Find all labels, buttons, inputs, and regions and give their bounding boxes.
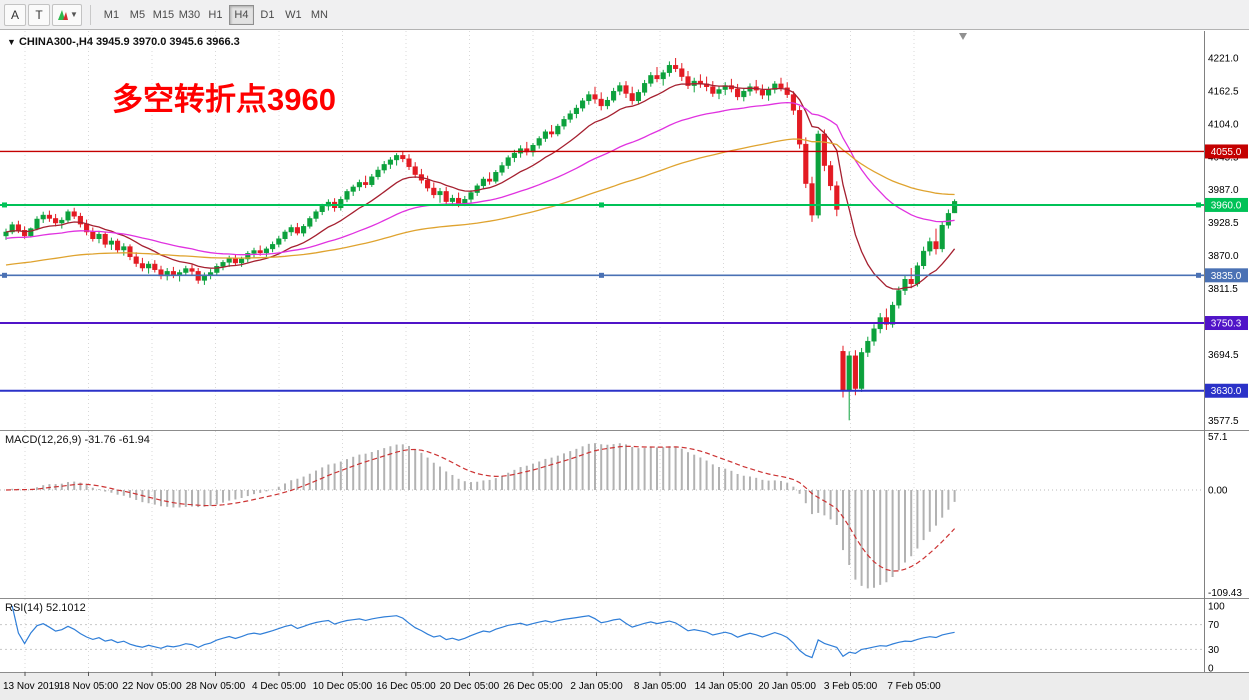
timeframe-button-h1[interactable]: H1	[208, 8, 223, 21]
horizontal-lines	[0, 150, 1204, 392]
svg-text:20 Jan 05:00: 20 Jan 05:00	[758, 681, 816, 692]
timeframe-button-d1[interactable]: D1	[260, 8, 275, 21]
draw-tool-button[interactable]: ▼	[52, 3, 82, 26]
separators	[0, 31, 1249, 673]
svg-text:3 Feb 05:00: 3 Feb 05:00	[824, 681, 878, 692]
timeframe-button-m1[interactable]: M1	[103, 8, 120, 21]
svg-text:10 Dec 05:00: 10 Dec 05:00	[313, 681, 373, 692]
svg-text:4 Dec 05:00: 4 Dec 05:00	[252, 681, 306, 692]
svg-text:4162.5: 4162.5	[1208, 86, 1239, 97]
toolbar-separator	[89, 4, 91, 25]
time-axis-strip	[0, 673, 1249, 700]
line-handle[interactable]	[2, 272, 7, 278]
ma-slow-line	[5, 138, 955, 266]
chart-shift-marker	[959, 33, 967, 40]
timeframe-button-mn[interactable]: MN	[310, 8, 328, 21]
timeframe-group: M1 M5 M15 M30 H1 H4 D1 W1 MN	[99, 4, 332, 25]
chevron-down-icon: ▼	[70, 10, 78, 19]
macd-panel: 57.1 0.00 -109.43	[0, 432, 1242, 599]
price-tag	[1205, 316, 1248, 331]
line-handle[interactable]	[599, 202, 604, 208]
svg-text:18 Nov 05:00: 18 Nov 05:00	[59, 681, 119, 692]
svg-text:20 Dec 05:00: 20 Dec 05:00	[440, 681, 500, 692]
grid	[24, 31, 915, 672]
svg-text:3928.5: 3928.5	[1208, 218, 1239, 229]
price-tag	[1205, 144, 1248, 159]
svg-text:-109.43: -109.43	[1208, 588, 1242, 599]
svg-text:3870.0: 3870.0	[1208, 251, 1239, 262]
svg-text:3811.5: 3811.5	[1208, 284, 1238, 295]
svg-text:3694.5: 3694.5	[1208, 350, 1239, 361]
price-tag	[1205, 383, 1248, 398]
line-handle[interactable]	[1196, 202, 1201, 208]
price-tags: 4055.0 3960.0 3835.0 3750.3 3630.0	[1205, 144, 1248, 398]
svg-text:4055.0: 4055.0	[1211, 147, 1242, 158]
text-tool-button[interactable]: T	[28, 3, 50, 26]
svg-text:3835.0: 3835.0	[1211, 271, 1242, 282]
svg-text:28 Nov 05:00: 28 Nov 05:00	[186, 681, 246, 692]
svg-text:4104.0: 4104.0	[1208, 119, 1239, 130]
toolbar: A T ▼ M1 M5 M15 M30 H1 H4 D1 W1 MN	[0, 0, 1249, 30]
line-handle[interactable]	[1196, 272, 1201, 278]
svg-text:100: 100	[1208, 602, 1225, 613]
price-tag	[1205, 197, 1248, 212]
svg-text:30: 30	[1208, 645, 1220, 656]
svg-text:8 Jan 05:00: 8 Jan 05:00	[634, 681, 687, 692]
timeframe-button-h4[interactable]: H4	[228, 4, 254, 25]
svg-text:14 Jan 05:00: 14 Jan 05:00	[695, 681, 753, 692]
crayon-icon	[58, 9, 68, 20]
svg-text:0.00: 0.00	[1208, 486, 1228, 497]
svg-text:2 Jan 05:00: 2 Jan 05:00	[570, 681, 623, 692]
svg-text:13 Nov 2019: 13 Nov 2019	[3, 681, 60, 692]
svg-text:70: 70	[1208, 620, 1220, 631]
svg-text:3960.0: 3960.0	[1211, 200, 1242, 211]
timeframe-button-m30[interactable]: M30	[178, 8, 201, 21]
macd-signal-line	[5, 445, 956, 572]
time-axis: 13 Nov 2019 18 Nov 05:00 22 Nov 05:00 28 No…	[3, 672, 941, 692]
candlesticks	[3, 58, 958, 421]
rsi-line	[11, 605, 955, 659]
ma-mid-line	[5, 101, 955, 256]
line-handle[interactable]	[2, 202, 7, 208]
svg-text:3630.0: 3630.0	[1211, 386, 1242, 397]
ma-fast-line	[5, 83, 956, 290]
price-tag	[1205, 268, 1248, 283]
rsi-panel: 100 70 30 0	[0, 602, 1225, 675]
svg-text:16 Dec 05:00: 16 Dec 05:00	[376, 681, 436, 692]
svg-text:0: 0	[1208, 664, 1214, 675]
svg-text:3577.5: 3577.5	[1208, 416, 1239, 427]
timeframe-button-m15[interactable]: M15	[152, 8, 175, 21]
svg-text:4221.0: 4221.0	[1208, 54, 1239, 65]
svg-text:26 Dec 05:00: 26 Dec 05:00	[503, 681, 563, 692]
timeframe-button-m5[interactable]: M5	[129, 8, 146, 21]
svg-text:57.1: 57.1	[1208, 432, 1228, 443]
svg-text:7 Feb 05:00: 7 Feb 05:00	[887, 681, 941, 692]
cursor-tool-button[interactable]: A	[4, 3, 26, 26]
ma-lines	[5, 83, 956, 290]
price-axis: 4221.04162.54104.04045.53987.03928.53870…	[1208, 54, 1239, 427]
line-handle[interactable]	[599, 272, 604, 278]
svg-text:3987.0: 3987.0	[1208, 185, 1239, 196]
svg-text:22 Nov 05:00: 22 Nov 05:00	[122, 681, 182, 692]
timeframe-button-w1[interactable]: W1	[285, 8, 302, 21]
svg-text:3750.3: 3750.3	[1211, 319, 1242, 330]
